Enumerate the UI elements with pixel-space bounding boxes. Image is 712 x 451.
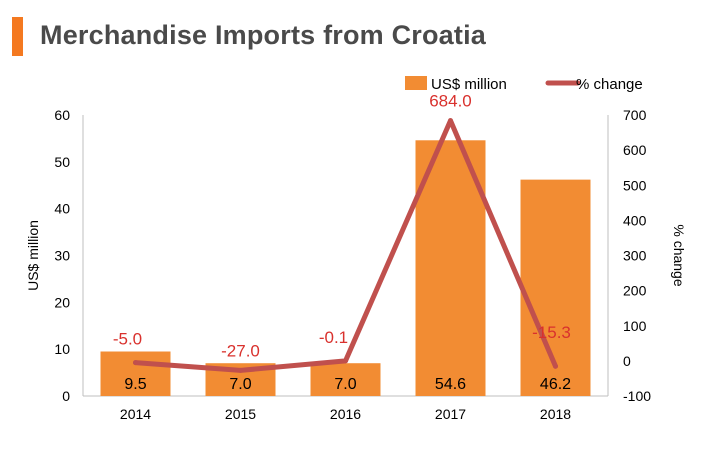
x-tick-label: 2016	[330, 406, 361, 422]
right-tick-label: -100	[623, 388, 651, 404]
left-tick-label: 30	[54, 248, 70, 264]
bar-data-label: 7.0	[334, 376, 356, 393]
line-data-label: -0.1	[319, 328, 348, 347]
line-point	[133, 360, 138, 366]
bar-data-label: 46.2	[540, 376, 571, 393]
left-tick-label: 60	[54, 107, 70, 123]
right-tick-label: 100	[623, 318, 647, 334]
line-point	[553, 363, 558, 369]
legend-label-bars: US$ million	[431, 76, 507, 93]
right-tick-label: 600	[623, 142, 647, 158]
line-point	[238, 367, 243, 373]
bar	[310, 363, 381, 396]
line-point	[343, 358, 348, 364]
bar	[415, 140, 486, 396]
line-data-label: 684.0	[429, 92, 472, 111]
page-title: Merchandise Imports from Croatia	[40, 20, 486, 50]
bar-data-label: 7.0	[229, 376, 251, 393]
left-tick-label: 0	[62, 388, 70, 404]
line-data-label: -5.0	[113, 330, 142, 349]
x-tick-label: 2015	[225, 406, 256, 422]
left-tick-label: 40	[54, 201, 70, 217]
x-tick-label: 2017	[435, 406, 466, 422]
x-tick-label: 2014	[120, 406, 151, 422]
y-axis-right-title: % change	[671, 224, 687, 286]
right-tick-label: 500	[623, 177, 647, 193]
line-point	[448, 118, 453, 124]
line-data-label: -15.3	[532, 323, 571, 342]
bar-data-label: 54.6	[435, 376, 466, 393]
left-tick-label: 20	[54, 294, 70, 310]
legend-label-line: % change	[576, 76, 643, 93]
line-data-label: -27.0	[221, 341, 260, 360]
bar	[100, 351, 171, 396]
right-tick-label: 300	[623, 248, 647, 264]
left-tick-label: 10	[54, 341, 70, 357]
right-tick-label: 700	[623, 107, 647, 123]
y-axis-title: US$ million	[25, 220, 41, 291]
left-tick-label: 50	[54, 154, 70, 170]
x-tick-label: 2018	[540, 406, 571, 422]
right-tick-label: 200	[623, 283, 647, 299]
right-tick-label: 0	[623, 353, 631, 369]
right-tick-label: 400	[623, 212, 647, 228]
legend-swatch-bars	[405, 76, 427, 90]
title-accent-bar	[12, 17, 23, 56]
bar-data-label: 9.5	[124, 376, 146, 393]
